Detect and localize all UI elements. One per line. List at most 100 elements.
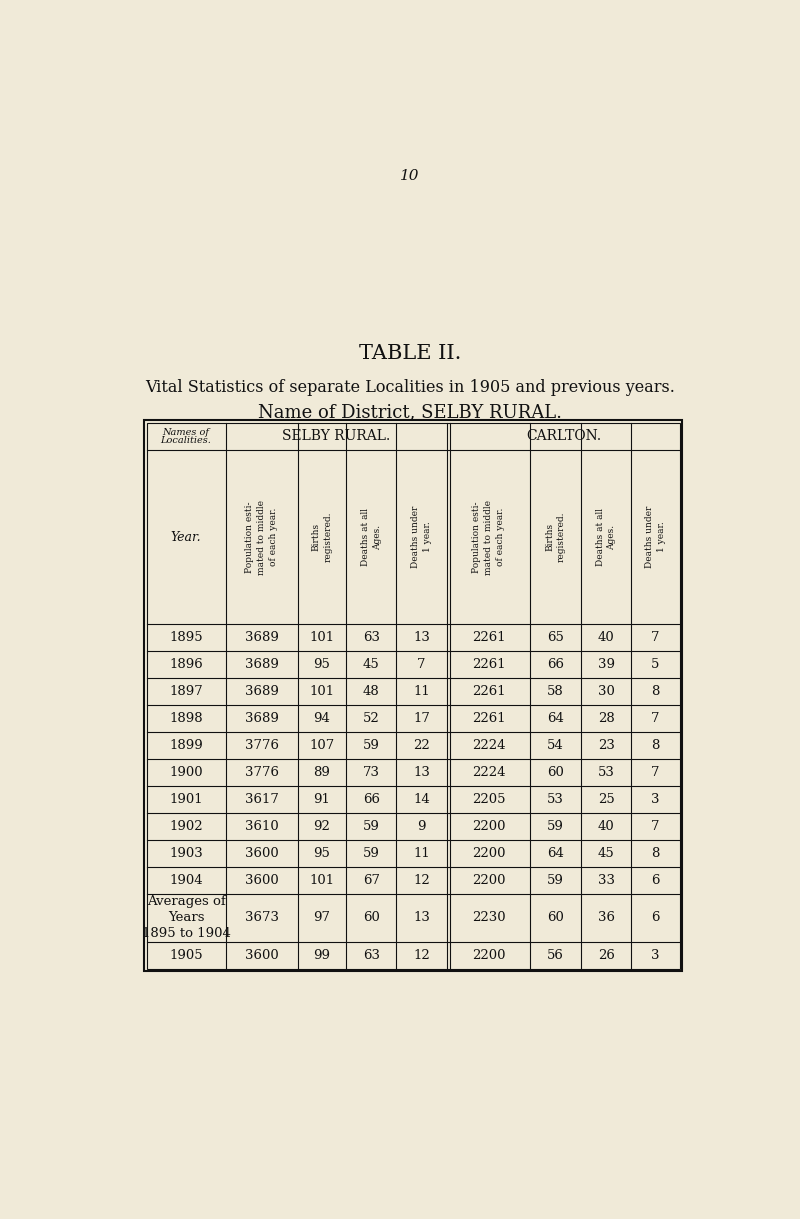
Text: 9: 9: [418, 820, 426, 833]
Text: 59: 59: [547, 820, 564, 833]
Text: 5: 5: [651, 658, 659, 672]
Text: 59: 59: [547, 874, 564, 887]
Text: 45: 45: [363, 658, 380, 672]
Text: 1898: 1898: [170, 712, 203, 725]
Text: 1897: 1897: [169, 685, 203, 698]
Text: 101: 101: [310, 631, 334, 645]
Text: 6: 6: [651, 912, 659, 924]
Text: Population esti-
mated to middle
of each year.: Population esti- mated to middle of each…: [472, 500, 505, 574]
Text: 8: 8: [651, 739, 659, 752]
Text: 59: 59: [363, 847, 380, 861]
Text: 10: 10: [400, 169, 420, 183]
Text: 2200: 2200: [472, 874, 506, 887]
Text: 7: 7: [651, 767, 659, 779]
Text: 1902: 1902: [170, 820, 203, 833]
Text: Population esti-
mated to middle
of each year.: Population esti- mated to middle of each…: [246, 500, 278, 574]
Text: 8: 8: [651, 847, 659, 861]
Text: 63: 63: [362, 948, 380, 962]
Text: Name of District, SELBY RURAL.: Name of District, SELBY RURAL.: [258, 403, 562, 421]
Text: 3689: 3689: [245, 631, 278, 645]
Text: 48: 48: [363, 685, 380, 698]
Text: Names of: Names of: [162, 428, 210, 436]
Text: 95: 95: [314, 847, 330, 861]
Text: 52: 52: [363, 712, 380, 725]
Text: 1904: 1904: [170, 874, 203, 887]
Text: 8: 8: [651, 685, 659, 698]
Text: CARLTON.: CARLTON.: [526, 429, 601, 444]
Text: 2200: 2200: [472, 948, 506, 962]
Text: 17: 17: [413, 712, 430, 725]
Text: 3689: 3689: [245, 658, 278, 672]
Text: 3600: 3600: [245, 847, 278, 861]
Text: 59: 59: [363, 739, 380, 752]
Text: Year.: Year.: [170, 530, 202, 544]
Text: 3776: 3776: [245, 739, 278, 752]
Text: Localities.: Localities.: [161, 436, 211, 445]
Text: 60: 60: [547, 767, 564, 779]
Text: 58: 58: [547, 685, 564, 698]
Text: 101: 101: [310, 874, 334, 887]
Text: 28: 28: [598, 712, 614, 725]
Text: SELBY RURAL.: SELBY RURAL.: [282, 429, 390, 444]
Text: 26: 26: [598, 948, 614, 962]
Text: 22: 22: [414, 739, 430, 752]
Text: 36: 36: [598, 912, 614, 924]
Text: 59: 59: [363, 820, 380, 833]
Text: 2224: 2224: [472, 739, 506, 752]
Text: 11: 11: [414, 847, 430, 861]
Text: 66: 66: [362, 794, 380, 806]
Text: 3: 3: [651, 948, 659, 962]
Text: 73: 73: [362, 767, 380, 779]
Text: TABLE II.: TABLE II.: [359, 344, 461, 363]
Text: 2261: 2261: [472, 712, 506, 725]
Text: 107: 107: [310, 739, 334, 752]
Text: 1903: 1903: [169, 847, 203, 861]
Text: 99: 99: [314, 948, 330, 962]
Text: 2205: 2205: [472, 794, 506, 806]
Text: 1901: 1901: [170, 794, 203, 806]
Text: 89: 89: [314, 767, 330, 779]
Text: 2200: 2200: [472, 847, 506, 861]
Text: 92: 92: [314, 820, 330, 833]
Text: 1905: 1905: [170, 948, 203, 962]
Text: 94: 94: [314, 712, 330, 725]
Text: 30: 30: [598, 685, 614, 698]
Text: 53: 53: [547, 794, 564, 806]
Text: Deaths under
1 year.: Deaths under 1 year.: [645, 506, 666, 568]
Text: 3776: 3776: [245, 767, 278, 779]
Text: 25: 25: [598, 794, 614, 806]
Text: 39: 39: [598, 658, 614, 672]
Text: 23: 23: [598, 739, 614, 752]
Text: 7: 7: [418, 658, 426, 672]
Text: 60: 60: [547, 912, 564, 924]
Text: Deaths under
1 year.: Deaths under 1 year.: [411, 506, 432, 568]
Text: 11: 11: [414, 685, 430, 698]
Text: 1896: 1896: [169, 658, 203, 672]
Text: 7: 7: [651, 820, 659, 833]
Text: 67: 67: [362, 874, 380, 887]
Text: 97: 97: [314, 912, 330, 924]
Text: 3610: 3610: [245, 820, 278, 833]
Text: 64: 64: [547, 847, 564, 861]
Text: 40: 40: [598, 631, 614, 645]
Text: 13: 13: [413, 631, 430, 645]
Text: 3689: 3689: [245, 685, 278, 698]
Text: Births
registered.: Births registered.: [546, 512, 566, 562]
Text: 12: 12: [414, 874, 430, 887]
Text: Deaths at all
Ages.: Deaths at all Ages.: [596, 508, 617, 566]
Text: 14: 14: [414, 794, 430, 806]
Text: 3673: 3673: [245, 912, 278, 924]
Text: 2230: 2230: [472, 912, 506, 924]
Text: 2200: 2200: [472, 820, 506, 833]
Text: Births
registered.: Births registered.: [312, 512, 333, 562]
Text: 2261: 2261: [472, 685, 506, 698]
Text: 53: 53: [598, 767, 614, 779]
Text: 101: 101: [310, 685, 334, 698]
Text: 65: 65: [547, 631, 564, 645]
Text: 66: 66: [547, 658, 564, 672]
Text: Averages of
Years
1895 to 1904: Averages of Years 1895 to 1904: [142, 895, 230, 940]
Text: 1900: 1900: [170, 767, 203, 779]
Text: 2261: 2261: [472, 658, 506, 672]
Text: 6: 6: [651, 874, 659, 887]
Text: 1899: 1899: [169, 739, 203, 752]
